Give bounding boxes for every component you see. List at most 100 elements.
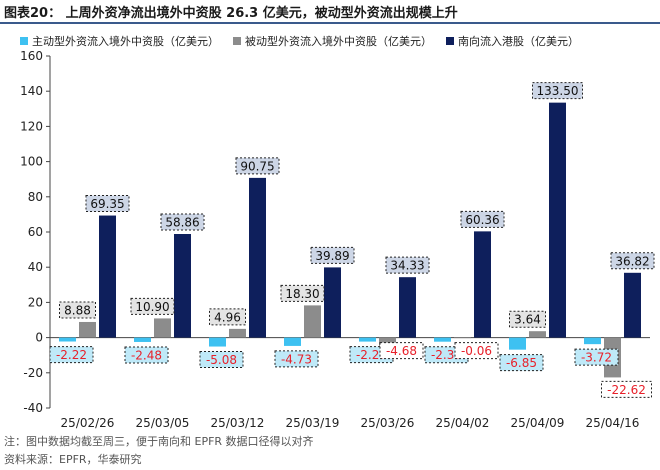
- bar-southbound: [399, 277, 416, 338]
- data-label-southbound: 69.35: [85, 195, 130, 213]
- svg-text:90.75: 90.75: [240, 159, 274, 173]
- data-label-southbound: 36.82: [610, 252, 655, 270]
- svg-text:10.90: 10.90: [135, 300, 169, 314]
- data-label-active: -6.85: [499, 354, 544, 372]
- bar-active: [134, 337, 151, 342]
- chart-title: 图表20： 上周外资净流出境外中资股 26.3 亿美元，被动型外资流出规模上升: [4, 6, 458, 21]
- y-tick-label: 140: [20, 84, 43, 98]
- y-tick-label: 20: [28, 295, 43, 309]
- x-tick-label: 25/04/16: [586, 416, 640, 430]
- bar-southbound: [549, 102, 566, 338]
- y-tick-label: 0: [35, 331, 43, 345]
- x-tick-label: 25/02/26: [61, 416, 115, 430]
- svg-text:34.33: 34.33: [390, 259, 424, 273]
- data-label-southbound: 90.75: [235, 157, 280, 175]
- y-tick-label: -20: [23, 366, 43, 380]
- bar-southbound: [249, 177, 266, 338]
- svg-text:-22.62: -22.62: [607, 383, 646, 397]
- x-tick-label: 25/03/26: [361, 416, 415, 430]
- bar-passive: [79, 321, 96, 338]
- svg-text:18.30: 18.30: [285, 287, 319, 301]
- legend-label-southbound: 南向流入港股（亿美元）: [458, 35, 579, 48]
- svg-text:133.50: 133.50: [537, 84, 579, 98]
- data-label-passive: 3.64: [509, 310, 546, 328]
- svg-text:4.96: 4.96: [214, 310, 241, 324]
- bar-southbound: [99, 215, 116, 338]
- legend: 主动型外资流入境外中资股（亿美元） 被动型外资流入境外中资股（亿美元） 南向流入…: [20, 33, 660, 49]
- bar-southbound: [174, 234, 191, 338]
- y-tick-label: 80: [28, 190, 43, 204]
- legend-item-passive: 被动型外资流入境外中资股（亿美元）: [233, 33, 432, 49]
- x-tick-label: 25/03/12: [211, 416, 265, 430]
- x-tick-label: 25/03/05: [136, 416, 190, 430]
- bar-active: [509, 337, 526, 350]
- data-label-passive: 8.88: [59, 301, 96, 319]
- bar-southbound: [474, 231, 491, 338]
- data-label-passive: 4.96: [209, 308, 246, 326]
- legend-swatch-active: [20, 37, 28, 45]
- data-label-active: -3.72: [574, 348, 619, 366]
- data-label-active: -2.48: [124, 346, 169, 364]
- data-label-southbound: 58.86: [160, 213, 205, 231]
- bar-active: [284, 337, 301, 346]
- legend-item-southbound: 南向流入港股（亿美元）: [446, 33, 579, 49]
- title-rule: [0, 22, 660, 24]
- svg-text:60.36: 60.36: [465, 213, 499, 227]
- data-label-passive: -0.06: [454, 342, 499, 360]
- bar-southbound: [324, 267, 341, 338]
- data-label-active: -4.73: [274, 350, 319, 368]
- data-label-passive: -22.62: [601, 380, 652, 398]
- footnote: 注：图中数据均截至周三，便于南向和 EPFR 数据口径得以对齐: [4, 435, 314, 448]
- bar-southbound: [624, 272, 641, 338]
- svg-text:58.86: 58.86: [165, 216, 199, 230]
- bar-passive: [304, 305, 321, 338]
- legend-label-active: 主动型外资流入境外中资股（亿美元）: [32, 35, 219, 48]
- y-tick-label: 120: [20, 119, 43, 133]
- data-label-passive: 10.90: [130, 297, 175, 315]
- legend-label-passive: 被动型外资流入境外中资股（亿美元）: [245, 35, 432, 48]
- data-label-passive: -4.68: [379, 342, 424, 360]
- x-tick-label: 25/03/19: [286, 416, 340, 430]
- y-tick-label: 100: [20, 155, 43, 169]
- data-label-active: -2.22: [49, 346, 94, 364]
- svg-text:-5.08: -5.08: [206, 353, 237, 367]
- bar-active: [359, 337, 376, 342]
- svg-text:-4.68: -4.68: [386, 344, 417, 358]
- bar-passive: [529, 331, 546, 338]
- svg-text:-3.72: -3.72: [581, 351, 612, 365]
- bar-active: [209, 337, 226, 347]
- bar-active: [59, 337, 76, 342]
- y-tick-label: 160: [20, 49, 43, 63]
- svg-text:39.89: 39.89: [315, 249, 349, 263]
- legend-swatch-passive: [233, 37, 241, 45]
- svg-text:-0.06: -0.06: [461, 344, 492, 358]
- x-tick-label: 25/04/09: [511, 416, 565, 430]
- svg-text:-2.48: -2.48: [131, 348, 162, 362]
- svg-text:-2.27: -2.27: [356, 348, 387, 362]
- bar-passive: [454, 337, 471, 339]
- y-tick-label: 60: [28, 225, 43, 239]
- svg-text:-6.85: -6.85: [506, 356, 537, 370]
- bar-active: [434, 337, 451, 342]
- svg-text:-2.22: -2.22: [56, 348, 87, 362]
- legend-swatch-southbound: [446, 37, 454, 45]
- svg-text:3.64: 3.64: [514, 313, 541, 327]
- legend-item-active: 主动型外资流入境外中资股（亿美元）: [20, 33, 219, 49]
- y-tick-label: 40: [28, 260, 43, 274]
- svg-text:36.82: 36.82: [615, 254, 649, 268]
- svg-text:-2.33: -2.33: [431, 348, 462, 362]
- data-label-southbound: 133.50: [532, 82, 583, 100]
- data-label-southbound: 39.89: [310, 246, 355, 264]
- y-tick-label: -40: [23, 401, 43, 415]
- source-note: 资料来源：EPFR，华泰研究: [4, 453, 142, 466]
- svg-text:8.88: 8.88: [64, 303, 91, 317]
- x-tick-label: 25/04/02: [436, 416, 490, 430]
- bar-passive: [154, 318, 171, 338]
- bar-passive: [379, 337, 396, 346]
- data-label-passive: 18.30: [280, 284, 325, 302]
- bar-passive: [229, 328, 246, 338]
- svg-text:69.35: 69.35: [90, 197, 124, 211]
- data-label-southbound: 60.36: [460, 210, 505, 228]
- svg-text:-4.73: -4.73: [281, 352, 312, 366]
